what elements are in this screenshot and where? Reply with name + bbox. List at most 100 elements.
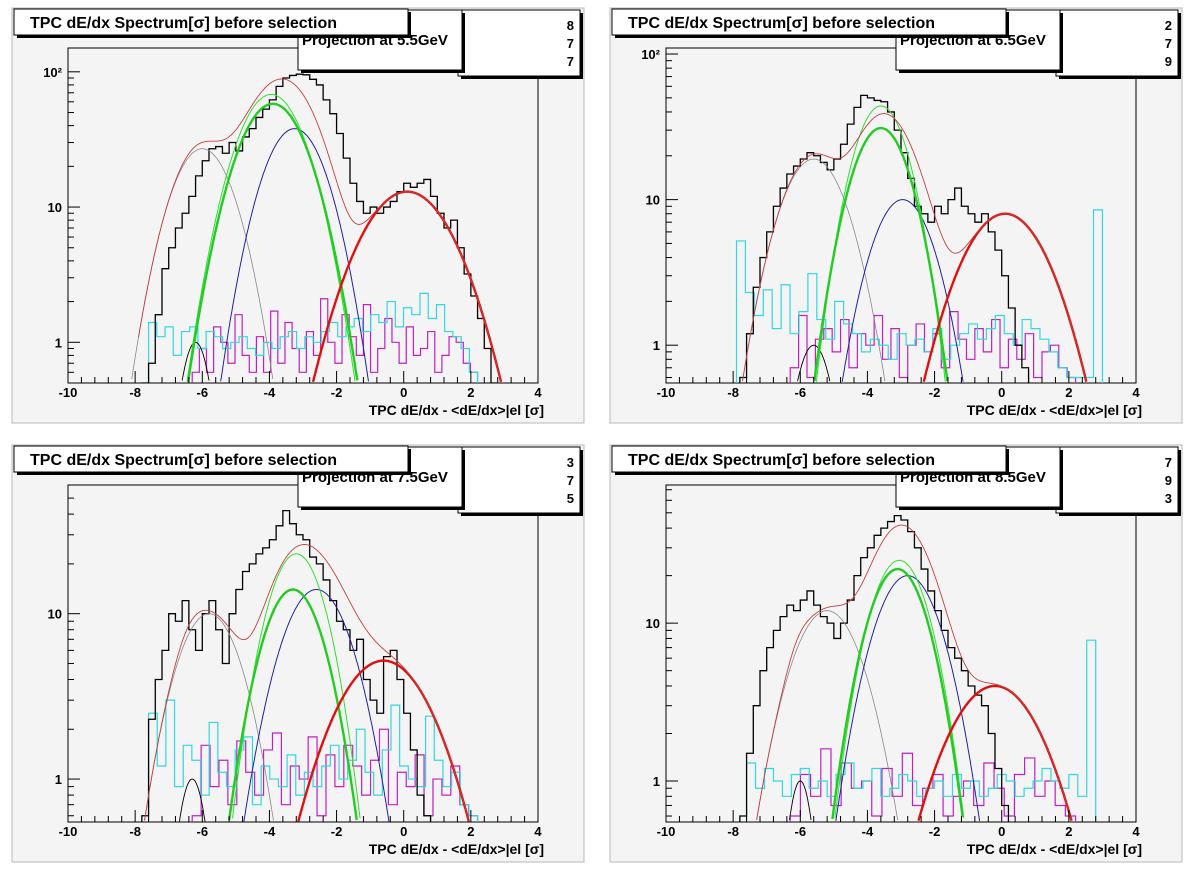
fit-curve-deuteron: [243, 589, 390, 822]
chart-title: TPC dE/dx Spectrum[σ] before selection: [30, 452, 337, 469]
x-tick-label: 0: [998, 824, 1005, 839]
y-tick-label: 10²: [641, 47, 660, 62]
x-tick-label: -2: [929, 824, 941, 839]
x-tick-label: -2: [331, 385, 343, 400]
x-tick-label: -4: [264, 385, 276, 400]
y-tick-label: 10: [48, 200, 62, 215]
x-tick-label: 4: [1132, 824, 1140, 839]
x-tick-label: -8: [129, 385, 141, 400]
x-tick-label: 2: [467, 824, 474, 839]
stats-value: 8: [567, 18, 574, 33]
y-tick-label: 10: [48, 607, 62, 622]
cyan-histogram: [147, 292, 479, 383]
fit-curve-proton_thick: [831, 567, 964, 820]
chart-panel: -10 -8 -6 -4 -2 0 2 4 1 10 10² TPC dE/dx - <dE/dx>|…: [11, 7, 585, 424]
x-axis-label: TPC dE/dx - <dE/dx>|el [σ]: [369, 841, 544, 857]
plot-area: [735, 94, 1104, 383]
x-tick-label: -10: [59, 385, 78, 400]
stats-value: 5: [567, 491, 574, 506]
total-fit-curve: [756, 524, 1072, 821]
data-histogram: [739, 514, 1010, 822]
x-tick-label: 4: [534, 385, 542, 400]
y-tick-label: 1: [55, 772, 62, 787]
stats-value: 7: [567, 473, 574, 488]
chart-title: TPC dE/dx Spectrum[σ] before selection: [30, 15, 337, 32]
stats-value: 2: [1165, 18, 1172, 33]
x-tick-label: -2: [929, 385, 941, 400]
chart-panel: -10 -8 -6 -4 -2 0 2 4 1 10 TPC dE/dx - <dE/dx>|el …: [609, 444, 1183, 863]
x-tick-label: 0: [998, 385, 1005, 400]
chart-panel: -10 -8 -6 -4 -2 0 2 4 1 10 TPC dE/dx - <dE/dx>|el …: [11, 444, 585, 863]
x-tick-label: -4: [862, 385, 874, 400]
total-fit-curve: [138, 78, 502, 383]
x-tick-label: 4: [1132, 385, 1140, 400]
fit-curve-kaon: [789, 780, 812, 821]
x-tick-label: 2: [1065, 385, 1072, 400]
fit-curve-deuteron: [841, 199, 964, 382]
x-tick-label: -6: [795, 385, 807, 400]
chart-title: TPC dE/dx Spectrum[σ] before selection: [628, 452, 935, 469]
total-fit-curve: [742, 113, 1087, 382]
x-tick-label: 4: [534, 824, 542, 839]
y-tick-label: 10²: [43, 65, 62, 80]
stats-value: 9: [1165, 473, 1172, 488]
x-tick-label: -10: [657, 385, 676, 400]
x-tick-label: -8: [727, 385, 739, 400]
y-tick-label: 10: [646, 616, 660, 631]
x-tick-label: 0: [400, 824, 407, 839]
magenta-histogram: [191, 298, 479, 383]
stats-value: 7: [567, 36, 574, 51]
x-tick-label: -8: [129, 824, 141, 839]
x-tick-label: 2: [467, 385, 474, 400]
y-tick-label: 1: [55, 335, 62, 350]
x-tick-label: -6: [795, 824, 807, 839]
stats-box: [457, 446, 581, 514]
stats-value: 7: [1165, 455, 1172, 470]
cyan-histogram: [745, 639, 1097, 822]
plot-area: [739, 514, 1097, 822]
stats-value: 3: [567, 455, 574, 470]
x-tick-label: -10: [657, 824, 676, 839]
fit-curve-proton_thick: [227, 588, 358, 821]
x-tick-label: 0: [400, 385, 407, 400]
x-tick-label: -4: [264, 824, 276, 839]
fit-curve-deuteron: [220, 128, 369, 382]
title-box: [13, 445, 409, 473]
total-fit-curve: [144, 544, 470, 822]
cyan-histogram: [735, 209, 1104, 383]
fit-curve-kaon: [179, 778, 206, 822]
y-tick-label: 1: [653, 338, 660, 353]
data-histogram: [141, 73, 498, 383]
cyan-histogram: [147, 699, 479, 822]
fit-curve-pion: [756, 610, 898, 820]
x-tick-label: 2: [1065, 824, 1072, 839]
y-tick-label: 1: [653, 774, 660, 789]
x-tick-label: -4: [862, 824, 874, 839]
y-tick-label: 10: [646, 193, 660, 208]
stats-value: 7: [567, 54, 574, 69]
title-box: [13, 8, 409, 36]
chart-title: TPC dE/dx Spectrum[σ] before selection: [628, 15, 935, 32]
title-box: [611, 8, 1007, 36]
x-tick-label: -2: [331, 824, 343, 839]
data-histogram: [141, 509, 432, 822]
stats-value: 7: [1165, 36, 1172, 51]
plot-area: [141, 509, 479, 822]
data-histogram: [739, 94, 1030, 383]
x-tick-label: -10: [59, 824, 78, 839]
stats-box: [1055, 9, 1179, 77]
x-tick-label: -8: [727, 824, 739, 839]
fit-curve-kaon: [181, 341, 210, 381]
stats-box: [457, 9, 581, 77]
fit-curve-proton_thick: [186, 102, 359, 383]
fit-curve-kaon: [797, 344, 831, 382]
chart-panel: -10 -8 -6 -4 -2 0 2 4 1 10 10² TPC dE/dx - <dE/dx>|…: [609, 7, 1183, 424]
x-axis-label: TPC dE/dx - <dE/dx>|el [σ]: [967, 841, 1142, 857]
x-tick-label: -6: [197, 385, 209, 400]
fit-curve-proton_thick: [813, 126, 949, 382]
stats-box: [1055, 446, 1179, 514]
plot-area: [131, 73, 503, 383]
stats-value: 3: [1165, 491, 1172, 506]
x-tick-label: -6: [197, 824, 209, 839]
